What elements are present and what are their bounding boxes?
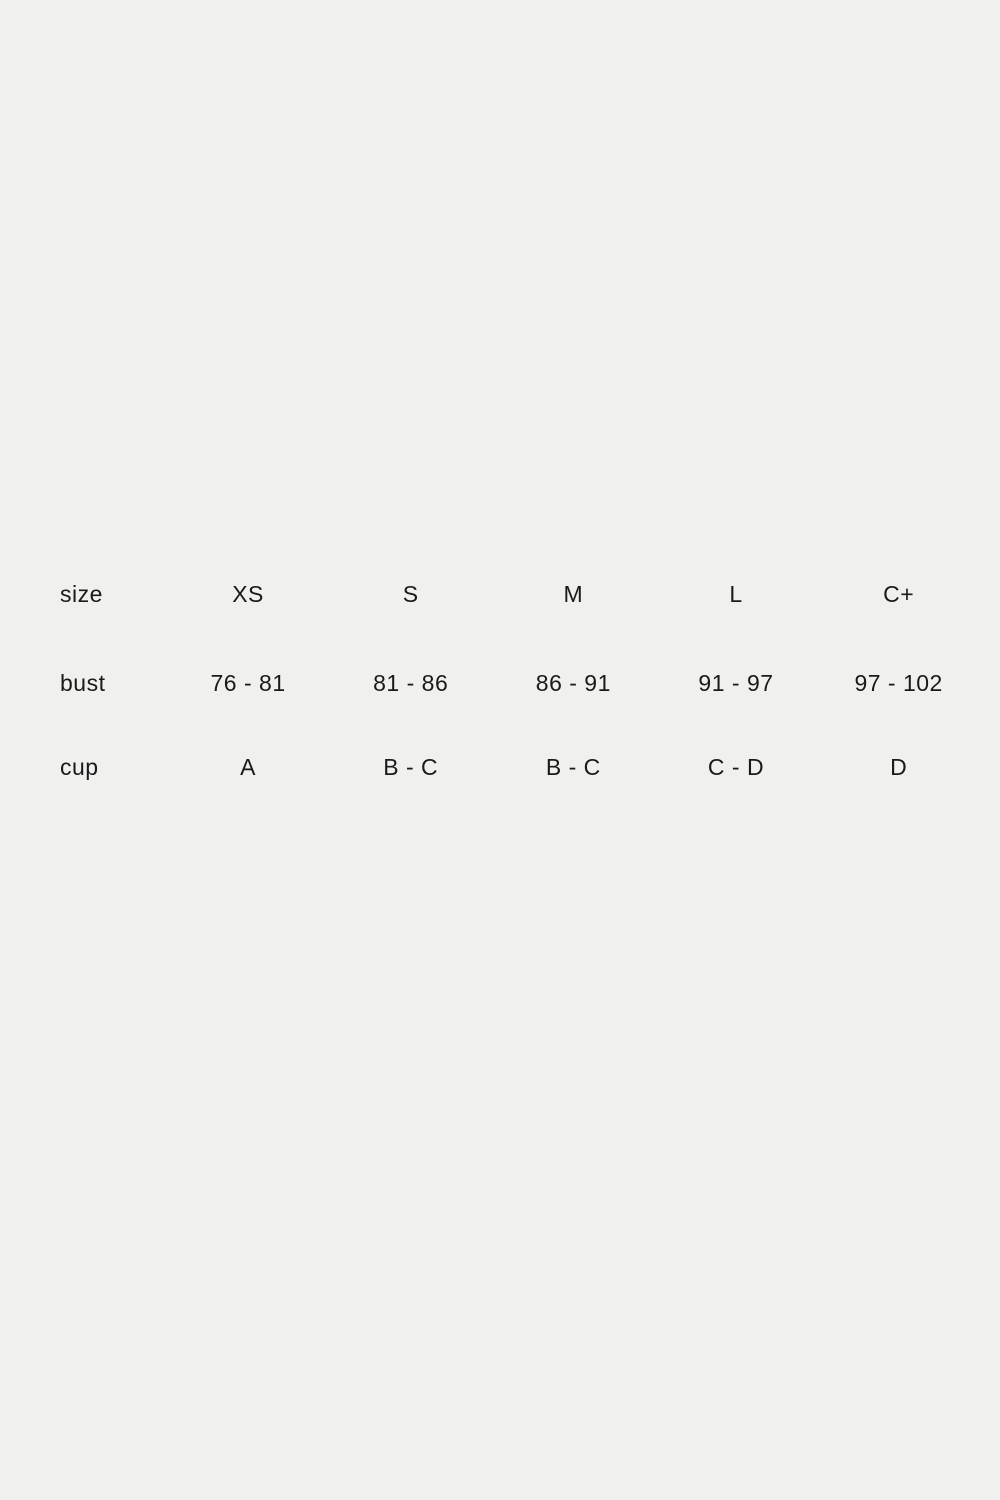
cell-size-xs: XS xyxy=(167,565,330,641)
cell-bust-m: 86 - 91 xyxy=(492,641,655,717)
cell-size-m: M xyxy=(492,565,655,641)
cell-size-cplus: C+ xyxy=(817,565,980,641)
cell-size-l: L xyxy=(655,565,818,641)
table-row-bust: bust 76 - 81 81 - 86 86 - 91 91 - 97 97 … xyxy=(60,641,980,717)
cell-cup-m: B - C xyxy=(492,717,655,793)
table-row-size: size XS S M L C+ xyxy=(60,565,980,641)
table-row-cup: cup A B - C B - C C - D D xyxy=(60,717,980,793)
row-header-bust: bust xyxy=(60,641,167,717)
cell-cup-xs: A xyxy=(167,717,330,793)
cell-bust-s: 81 - 86 xyxy=(329,641,492,717)
cell-cup-l: C - D xyxy=(655,717,818,793)
cell-bust-cplus: 97 - 102 xyxy=(817,641,980,717)
cell-cup-s: B - C xyxy=(329,717,492,793)
cell-size-s: S xyxy=(329,565,492,641)
row-header-cup: cup xyxy=(60,717,167,793)
size-chart-table: size XS S M L C+ bust 76 - 81 81 - 86 86… xyxy=(60,565,980,793)
cell-bust-xs: 76 - 81 xyxy=(167,641,330,717)
cell-bust-l: 91 - 97 xyxy=(655,641,818,717)
size-chart-container: size XS S M L C+ bust 76 - 81 81 - 86 86… xyxy=(60,565,980,793)
cell-cup-cplus: D xyxy=(817,717,980,793)
row-header-size: size xyxy=(60,565,167,641)
